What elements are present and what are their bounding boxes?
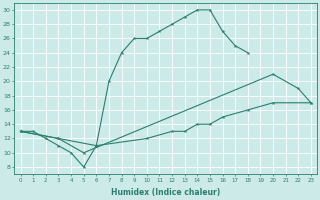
X-axis label: Humidex (Indice chaleur): Humidex (Indice chaleur) xyxy=(111,188,220,197)
